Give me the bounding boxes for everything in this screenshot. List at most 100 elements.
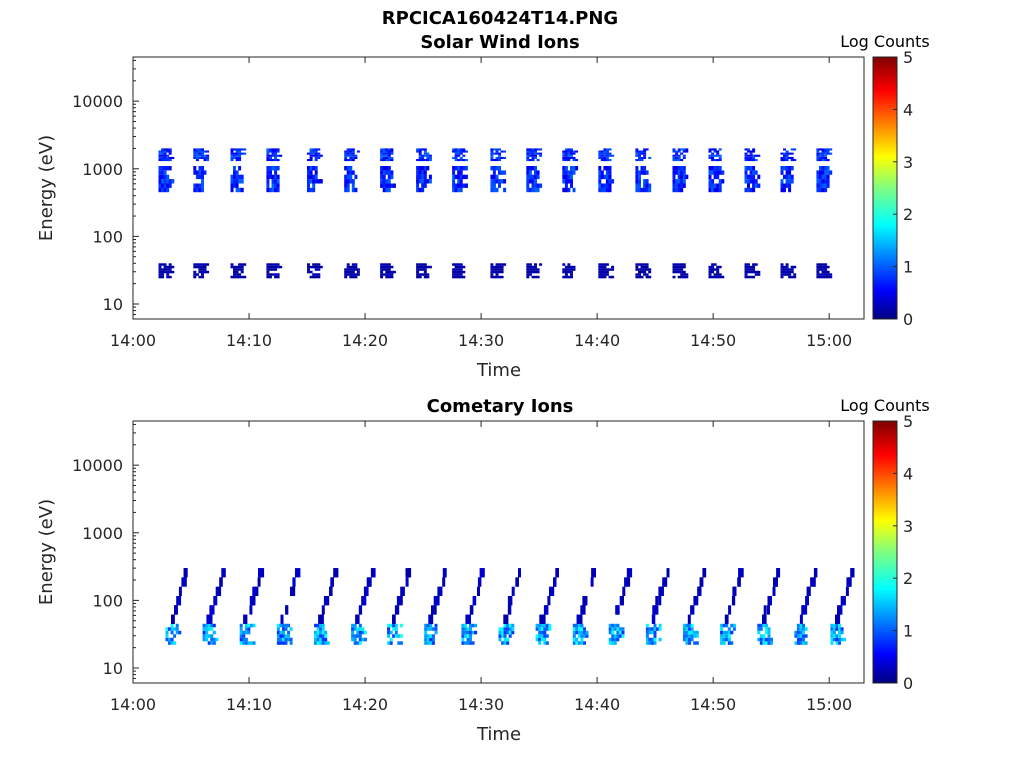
spectrogram-cell xyxy=(821,268,825,271)
spectrogram-cell xyxy=(353,623,357,628)
spectrogram-cell xyxy=(250,623,253,628)
spectrogram-cell xyxy=(555,568,559,578)
spectrogram-cell xyxy=(643,152,647,155)
spectrogram-cell xyxy=(672,263,676,266)
spectrogram-cell xyxy=(718,183,722,188)
spectrogram-cell xyxy=(685,634,689,638)
spectrogram-cell xyxy=(434,630,438,635)
spectrogram-cell xyxy=(567,265,571,269)
spectrogram-cell xyxy=(239,627,243,631)
spectrogram-cell xyxy=(829,152,833,155)
colorbar-tick-label: 1 xyxy=(903,258,913,277)
spectrogram-cell xyxy=(821,156,825,159)
spectrogram-cell xyxy=(457,270,461,274)
spectrogram-cell xyxy=(749,166,753,171)
spectrogram-cell xyxy=(354,174,358,180)
spectrogram-cell xyxy=(198,263,202,266)
spectrogram-cell xyxy=(677,187,681,193)
spectrogram-cell xyxy=(173,627,177,631)
spectrogram-cell xyxy=(685,275,689,279)
x-tick-label: 14:10 xyxy=(226,331,272,350)
spectrogram-cell xyxy=(463,630,467,635)
spectrogram-cell xyxy=(363,630,367,635)
spectrogram-cell xyxy=(307,152,310,155)
spectrogram-cell xyxy=(266,154,270,157)
spectrogram-cell xyxy=(821,270,825,274)
spectrogram-cell xyxy=(680,183,684,188)
spectrogram-cell xyxy=(570,183,573,188)
spectrogram-cell xyxy=(500,270,504,274)
spectrogram-cell xyxy=(567,270,571,274)
spectrogram-cell xyxy=(695,634,699,638)
spectrogram-cell xyxy=(195,183,199,188)
spectrogram-cell xyxy=(693,596,697,606)
spectrogram-cell xyxy=(161,170,165,175)
spectrogram-cell xyxy=(826,148,830,151)
spectrogram-cell xyxy=(240,265,244,269)
spectrogram-cell xyxy=(538,641,542,645)
spectrogram-cell xyxy=(835,614,839,624)
spectrogram-cell xyxy=(727,637,731,642)
spectrogram-cell xyxy=(783,174,786,180)
spectrogram-cell xyxy=(401,586,405,596)
spectrogram-cell xyxy=(816,154,820,157)
spectrogram-cell xyxy=(243,263,247,266)
spectrogram-cell xyxy=(744,187,748,193)
spectrogram-cell xyxy=(688,623,692,628)
spectrogram-cell xyxy=(346,183,350,188)
spectrogram-cell xyxy=(319,265,323,269)
spectrogram-cell xyxy=(353,634,357,638)
spectrogram-cell xyxy=(605,273,609,276)
spectrogram-cell xyxy=(349,152,353,155)
spectrogram-cell xyxy=(354,263,358,266)
spectrogram-cell xyxy=(608,630,612,635)
spectrogram-cell xyxy=(819,268,822,271)
spectrogram-cell xyxy=(635,174,639,180)
spectrogram-cell xyxy=(314,174,318,180)
spectrogram-cell xyxy=(570,275,573,279)
spectrogram-cell xyxy=(528,159,532,162)
spectrogram-cell xyxy=(780,166,784,171)
spectrogram-cell xyxy=(382,174,386,180)
spectrogram-cell xyxy=(452,183,456,188)
spectrogram-cell xyxy=(392,634,396,638)
spectrogram-cell xyxy=(635,187,639,193)
spectrogram-cell xyxy=(677,265,681,269)
x-tick-label: 15:00 xyxy=(806,331,852,350)
spectrogram-cell xyxy=(390,150,394,153)
spectrogram-cell xyxy=(462,148,466,151)
spectrogram-cell xyxy=(466,641,470,645)
spectrogram-cell xyxy=(392,183,396,188)
spectrogram-cell xyxy=(711,179,715,184)
spectrogram-cell xyxy=(675,263,679,266)
spectrogram-cell xyxy=(193,170,197,175)
spectrogram-cell xyxy=(247,627,251,631)
spectrogram-cell xyxy=(749,174,753,180)
spectrogram-cell xyxy=(233,179,236,184)
spectrogram-cell xyxy=(269,150,272,153)
spectrogram-cell xyxy=(788,270,792,274)
spectrogram-cell xyxy=(567,159,571,162)
spectrogram-cell xyxy=(212,637,216,642)
spectrogram-cell xyxy=(506,630,510,635)
spectrogram-cell xyxy=(821,179,825,184)
spectrogram-cell xyxy=(757,630,761,635)
spectrogram-cell xyxy=(534,170,537,175)
spectrogram-cell xyxy=(431,605,434,615)
spectrogram-cell xyxy=(788,156,792,159)
spectrogram-cell xyxy=(405,577,409,587)
spectrogram-cell xyxy=(173,634,177,638)
spectrogram-cell xyxy=(452,270,456,274)
spectrogram-cell xyxy=(732,627,736,631)
spectrogram-cell xyxy=(675,179,679,184)
spectrogram-cell xyxy=(749,154,753,157)
spectrogram-cell xyxy=(201,179,204,184)
spectrogram-cell xyxy=(722,634,726,638)
spectrogram-cell xyxy=(250,596,254,606)
spectrogram-cell xyxy=(608,152,612,155)
spectrogram-cell xyxy=(531,183,535,188)
spectrogram-cell xyxy=(206,150,210,153)
spectrogram-cell xyxy=(230,265,234,269)
spectrogram-cell xyxy=(638,174,641,180)
spectrogram-cell xyxy=(802,627,805,631)
